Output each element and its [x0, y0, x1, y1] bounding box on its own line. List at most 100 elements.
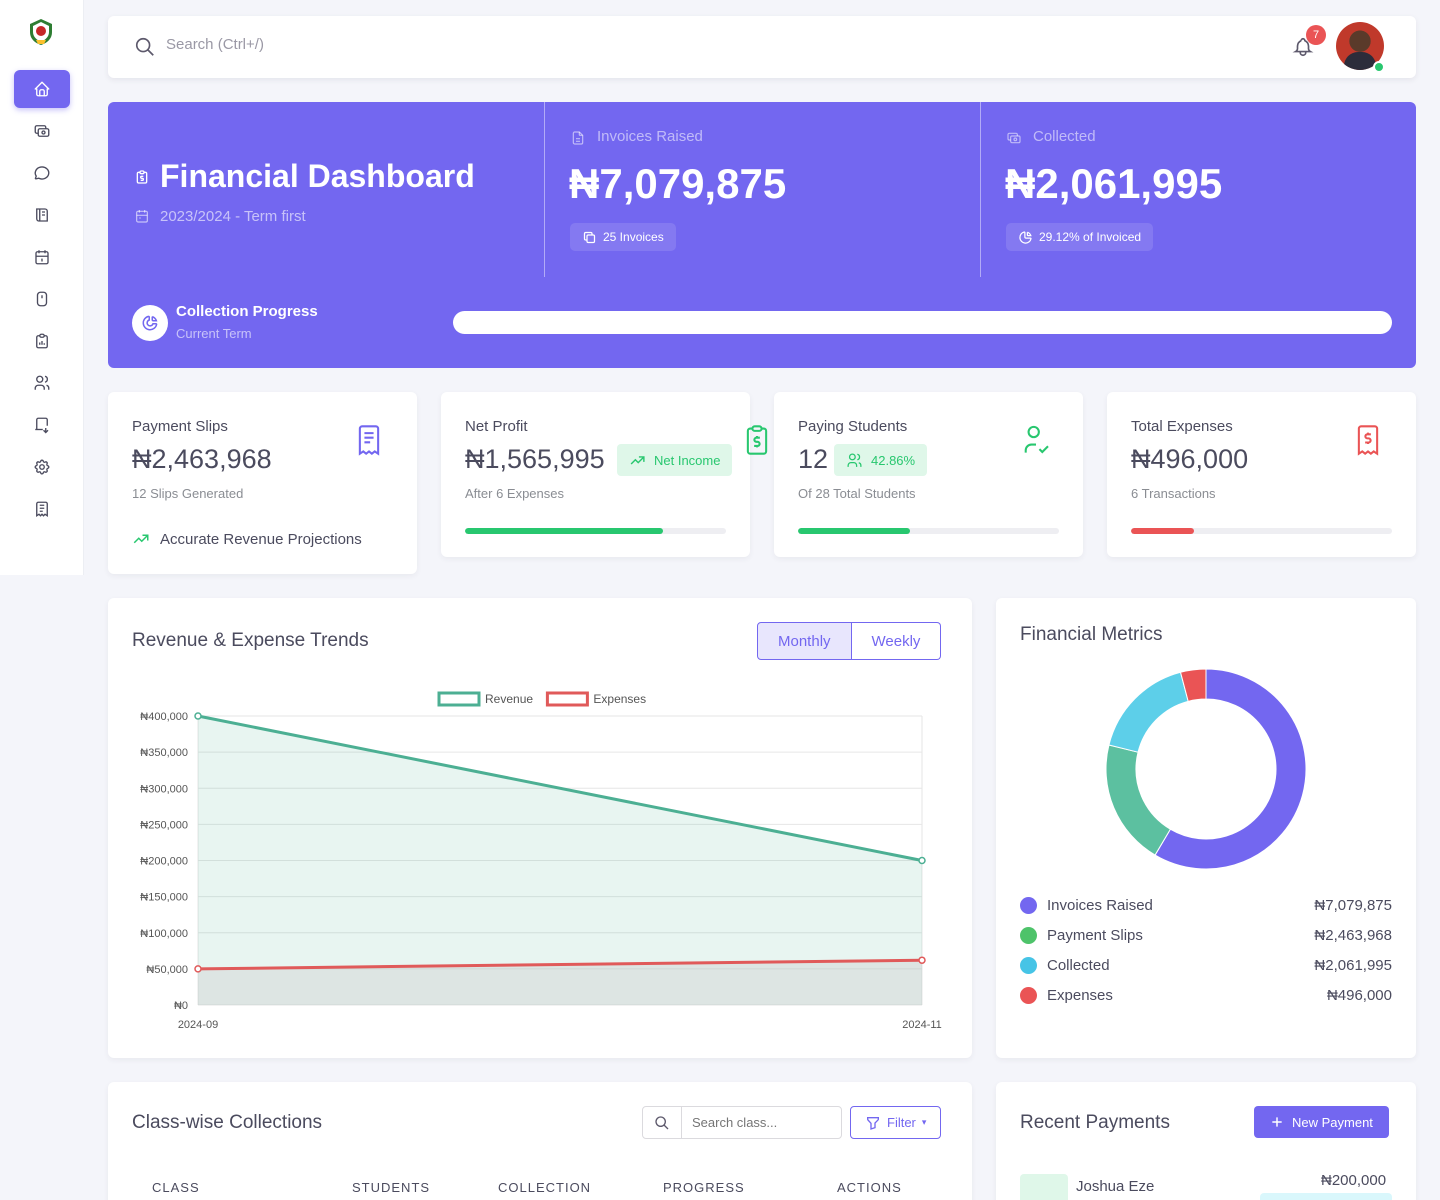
chart-donut-icon — [142, 315, 158, 331]
sidebar-item-settings[interactable] — [14, 448, 70, 486]
metrics-legend-row[interactable]: Collected ₦2,061,995 — [1020, 954, 1392, 976]
sidebar-item-calendar[interactable] — [14, 238, 70, 276]
donut-slice[interactable] — [1154, 668, 1307, 870]
chevron-down-icon: ▾ — [921, 1117, 927, 1127]
recent-payments-card: Recent Payments New Payment Joshua Eze ₦… — [996, 1082, 1416, 1200]
sidebar-item-messages[interactable] — [14, 154, 70, 192]
receipt-dollar-icon — [136, 170, 148, 184]
school-logo-icon[interactable] — [28, 18, 54, 46]
payer-name: Joshua Eze — [1076, 1178, 1155, 1195]
card-subtext: After 6 Expenses — [465, 486, 564, 501]
receipt-download-icon — [35, 417, 49, 434]
card-label: Total Expenses — [1131, 418, 1233, 435]
y-tick-label: ₦250,000 — [140, 819, 188, 831]
sidebar-item-mouse[interactable] — [14, 280, 70, 318]
sidebar-item-book[interactable] — [14, 196, 70, 234]
legend-label[interactable]: Revenue — [485, 692, 533, 706]
y-tick-label: ₦150,000 — [140, 892, 188, 904]
metrics-legend-row[interactable]: Invoices Raised ₦7,079,875 — [1020, 894, 1392, 916]
donut-slice[interactable] — [1179, 668, 1207, 702]
new-payment-label: New Payment — [1292, 1114, 1373, 1130]
series-area-revenue — [198, 716, 922, 1005]
filter-label: Filter — [887, 1115, 916, 1130]
series-area-expenses — [198, 960, 922, 1005]
legend-swatch — [545, 691, 589, 707]
divider — [544, 102, 545, 277]
donut-slice[interactable] — [1108, 671, 1189, 753]
cash-icon — [1007, 132, 1021, 144]
metrics-legend-row[interactable]: Expenses ₦496,000 — [1020, 984, 1392, 1006]
payment-amount: ₦200,000 — [1321, 1172, 1387, 1189]
profit-progress-bar — [465, 528, 726, 534]
report-icon — [36, 501, 48, 518]
legend-dot — [1020, 926, 1037, 944]
revenue-projection-text: Accurate Revenue Projections — [160, 530, 362, 548]
donut-slice[interactable] — [1105, 744, 1172, 856]
legend-dot — [1020, 896, 1037, 914]
user-avatar[interactable] — [1336, 22, 1384, 70]
card-value: ₦496,000 — [1131, 444, 1249, 474]
payment-status-badge — [1260, 1193, 1392, 1200]
legend-dot — [1020, 956, 1037, 974]
y-tick-label: ₦100,000 — [140, 928, 188, 940]
legend-label[interactable]: Expenses — [593, 692, 646, 706]
home-icon — [34, 81, 50, 97]
expenses-progress-bar — [1131, 528, 1392, 534]
students-progress-fill — [798, 528, 911, 534]
legend-label: Collected — [1047, 956, 1110, 974]
series-line-revenue — [197, 714, 923, 862]
expenses-progress-fill — [1131, 528, 1194, 534]
calendar-icon — [35, 250, 49, 265]
x-tick-label: 2024-09 — [178, 1019, 218, 1031]
weekly-tab[interactable]: Weekly — [851, 622, 942, 660]
card-label: Payment Slips — [132, 418, 228, 435]
collected-value: ₦2,061,995 — [1005, 160, 1223, 207]
sidebar-item-reports[interactable] — [14, 322, 70, 360]
class-search-input[interactable] — [682, 1115, 837, 1130]
progress-icon-circle — [132, 305, 168, 341]
user-check-icon — [1024, 425, 1049, 454]
search-button[interactable] — [643, 1107, 682, 1138]
filter-button[interactable]: Filter ▾ — [850, 1106, 942, 1139]
legend-dot — [1020, 986, 1037, 1004]
search-icon[interactable] — [134, 36, 156, 58]
collection-progress-bar — [453, 311, 1392, 334]
clipboard-dollar-icon — [746, 425, 768, 455]
section-title: Class-wise Collections — [132, 1112, 323, 1133]
sidebar-item-users[interactable] — [14, 364, 70, 402]
y-tick-label: ₦300,000 — [140, 783, 188, 795]
invoices-value: ₦7,079,875 — [569, 160, 787, 207]
metrics-legend-row[interactable]: Payment Slips ₦2,463,968 — [1020, 924, 1392, 946]
collected-percent-chip: 29.12% of Invoiced — [1006, 223, 1154, 251]
paying-percent-badge: 42.86% — [834, 444, 928, 476]
sidebar-item-cash[interactable] — [14, 112, 70, 150]
monthly-tab[interactable]: Monthly — [757, 622, 852, 660]
card-subtext: Of 28 Total Students — [798, 486, 916, 501]
legend-value: ₦2,463,968 — [1314, 926, 1392, 944]
sidebar-item-invoices[interactable] — [14, 490, 70, 528]
financial-metrics-donut — [1105, 668, 1307, 870]
column-header-students[interactable]: STUDENTS — [352, 1180, 431, 1195]
section-title: Financial Metrics — [1020, 624, 1163, 645]
revenue-projection-note: Accurate Revenue Projections — [132, 530, 362, 548]
x-tick-label: 2024-11 — [902, 1019, 942, 1031]
collected-percent-text: 29.12% of Invoiced — [1039, 230, 1142, 244]
new-payment-button[interactable]: New Payment — [1254, 1106, 1389, 1138]
class-search-box — [642, 1106, 842, 1139]
data-point[interactable] — [194, 965, 202, 973]
net-profit-card: Net Profit ₦1,565,995 Net Income After 6… — [441, 392, 768, 557]
legend-label: Invoices Raised — [1047, 896, 1153, 914]
receipt-dollar-icon — [1357, 425, 1379, 456]
search-input[interactable] — [166, 36, 566, 53]
cash-icon — [34, 125, 50, 137]
data-point[interactable] — [918, 956, 926, 964]
column-header-progress[interactable]: PROGRESS — [663, 1180, 745, 1195]
data-point[interactable] — [194, 712, 202, 720]
column-header-class[interactable]: CLASS — [152, 1180, 200, 1195]
data-point[interactable] — [918, 856, 926, 865]
sidebar-item-home[interactable] — [14, 70, 70, 108]
column-header-collection[interactable]: COLLECTION — [498, 1180, 592, 1195]
sidebar-item-receipts[interactable] — [14, 406, 70, 444]
bell-icon[interactable] — [1292, 36, 1314, 58]
legend-value: ₦496,000 — [1326, 986, 1392, 1004]
